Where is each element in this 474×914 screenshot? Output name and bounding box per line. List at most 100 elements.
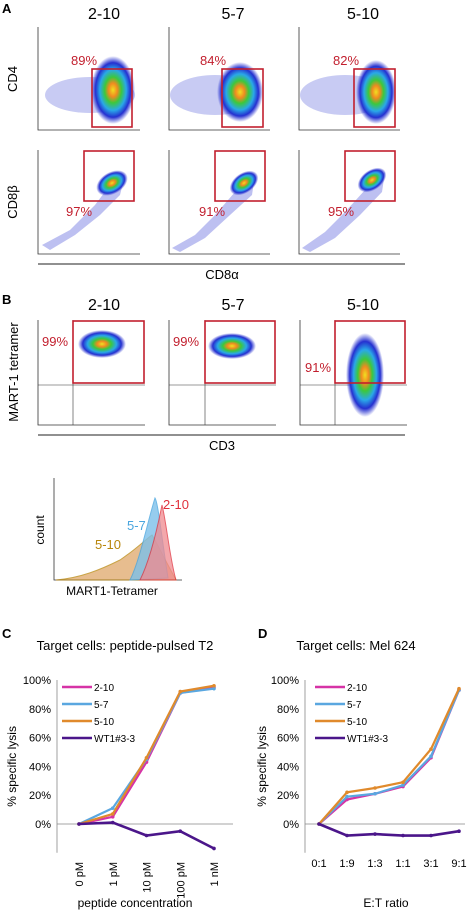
- y-tick-label: 20%: [277, 790, 299, 802]
- b-x-label-cd3: CD3: [209, 438, 235, 453]
- x-tick-label: 1 nM: [209, 862, 221, 886]
- data-point: [178, 689, 183, 694]
- y-tick-label: 20%: [29, 790, 51, 802]
- gate-box: [334, 320, 406, 384]
- y-tick-label: 60%: [29, 733, 51, 745]
- y-axis-label: % specific lysis: [255, 726, 269, 807]
- data-point: [401, 833, 405, 838]
- panel-a-label: A: [2, 1, 12, 16]
- legend-label: WT1#3-3: [94, 734, 136, 745]
- cd4-plot-5-10: 82%: [298, 27, 400, 131]
- gate-percent: 91%: [305, 360, 331, 375]
- gate-box: [72, 320, 145, 384]
- data-point: [144, 755, 149, 760]
- x-tick-label: 3:1: [423, 858, 438, 870]
- data-point: [212, 846, 216, 851]
- b-col-title-2-10: 2-10: [88, 297, 120, 314]
- data-point: [429, 754, 433, 759]
- tetramer-plot-5-10: 91%: [299, 320, 407, 426]
- data-point: [178, 829, 183, 833]
- legend-label: 5-10: [347, 717, 367, 728]
- cd8b-plot-2-10: 97%: [37, 150, 140, 255]
- histogram-curve-2-10: [139, 504, 177, 581]
- tetramer-plot-5-7: 99%: [168, 320, 276, 426]
- gate-percent: 97%: [66, 204, 92, 219]
- cd8b-plot-5-10: 95%: [298, 150, 400, 255]
- y-axis-label: % specific lysis: [5, 726, 19, 807]
- gate-box: [83, 150, 135, 202]
- gate-box: [221, 68, 264, 128]
- data-point: [110, 820, 115, 825]
- hist-x-label: MART1-Tetramer: [66, 584, 158, 598]
- y-tick-label: 0%: [35, 819, 51, 831]
- data-point: [429, 833, 433, 838]
- x-label-cd8a: CD8α: [205, 267, 239, 282]
- x-tick-label: 1:9: [339, 858, 354, 870]
- col-title-2-10: 2-10: [88, 6, 120, 23]
- gate-percent: 99%: [173, 334, 199, 349]
- gate-box: [204, 320, 276, 384]
- tetramer-plot-2-10: 99%: [37, 320, 145, 426]
- data-point: [401, 783, 405, 787]
- panel-b-label: B: [2, 292, 11, 307]
- y-tick-label: 0%: [283, 819, 299, 831]
- row-label-cd8b: CD8β: [5, 185, 20, 218]
- gate-percent: 99%: [42, 334, 68, 349]
- hist-y-label: count: [33, 515, 47, 545]
- gate-box: [353, 68, 396, 128]
- legend-label: 2-10: [347, 683, 367, 694]
- gate-box: [344, 150, 396, 202]
- data-point: [457, 829, 461, 833]
- series-line-510: [318, 688, 460, 825]
- panel-d-label: D: [258, 626, 267, 641]
- hist-legend-2-10: 2-10: [163, 497, 189, 512]
- gate-box: [214, 150, 266, 202]
- data-point: [457, 686, 461, 691]
- gate-percent: 82%: [333, 53, 359, 68]
- panel-c-chart: Target cells: peptide-pulsed T2 0% 20% 40% 6…: [5, 638, 233, 910]
- legend-label: 5-7: [94, 700, 109, 711]
- col-title-5-10: 5-10: [347, 6, 379, 23]
- data-point: [212, 686, 216, 691]
- panel-b: B 2-10 5-7 5-10 MART-1 tetramer 99% 99%: [2, 292, 407, 598]
- data-point: [373, 832, 377, 836]
- x-axis-label: peptide concentration: [78, 896, 193, 910]
- data-point: [110, 806, 115, 810]
- tetramer-histogram: count MART1-Tetramer 2-10 5-7 5-10: [33, 478, 189, 598]
- data-point: [373, 786, 377, 790]
- x-tick-label: 1:3: [367, 858, 382, 870]
- x-tick-label: 10 pM: [142, 862, 154, 893]
- x-tick-label: 1:1: [395, 858, 410, 870]
- x-tick-label: 0 pM: [74, 862, 86, 886]
- y-tick-label: 80%: [277, 704, 299, 716]
- y-tick-label: 40%: [29, 761, 51, 773]
- series-line-57: [318, 689, 461, 825]
- gate-percent: 95%: [328, 204, 354, 219]
- b-col-title-5-7: 5-7: [221, 297, 244, 314]
- col-title-5-7: 5-7: [221, 6, 244, 23]
- legend-label: 5-7: [347, 700, 362, 711]
- panel-d-chart: Target cells: Mel 624 0% 20% 40% 60% 80% 100%%…: [255, 638, 467, 910]
- data-point: [373, 791, 377, 796]
- gate-percent: 91%: [199, 204, 225, 219]
- y-tick-label: 100%: [271, 675, 299, 687]
- data-point: [77, 822, 81, 826]
- y-tick-label: 80%: [29, 704, 51, 716]
- cd4-plot-2-10: 89%: [37, 27, 140, 131]
- gate-percent: 89%: [71, 53, 97, 68]
- y-tick-label: 60%: [277, 733, 299, 745]
- data-point: [345, 833, 349, 838]
- legend-label: WT1#3-3: [347, 734, 389, 745]
- hist-legend-5-7: 5-7: [127, 518, 146, 533]
- data-point: [317, 822, 321, 826]
- hist-legend-5-10: 5-10: [95, 537, 121, 552]
- gate-percent: 84%: [200, 53, 226, 68]
- x-tick-label: 100 pM: [175, 862, 187, 899]
- y-tick-label: 100%: [23, 675, 51, 687]
- b-col-title-5-10: 5-10: [347, 297, 379, 314]
- chart-title: Target cells: peptide-pulsed T2: [37, 638, 214, 653]
- panel-a: A 2-10 5-7 5-10 CD4 CD8β 89% 84% 82%: [2, 1, 405, 282]
- panel-c-label: C: [2, 626, 12, 641]
- chart-title: Target cells: Mel 624: [296, 638, 415, 653]
